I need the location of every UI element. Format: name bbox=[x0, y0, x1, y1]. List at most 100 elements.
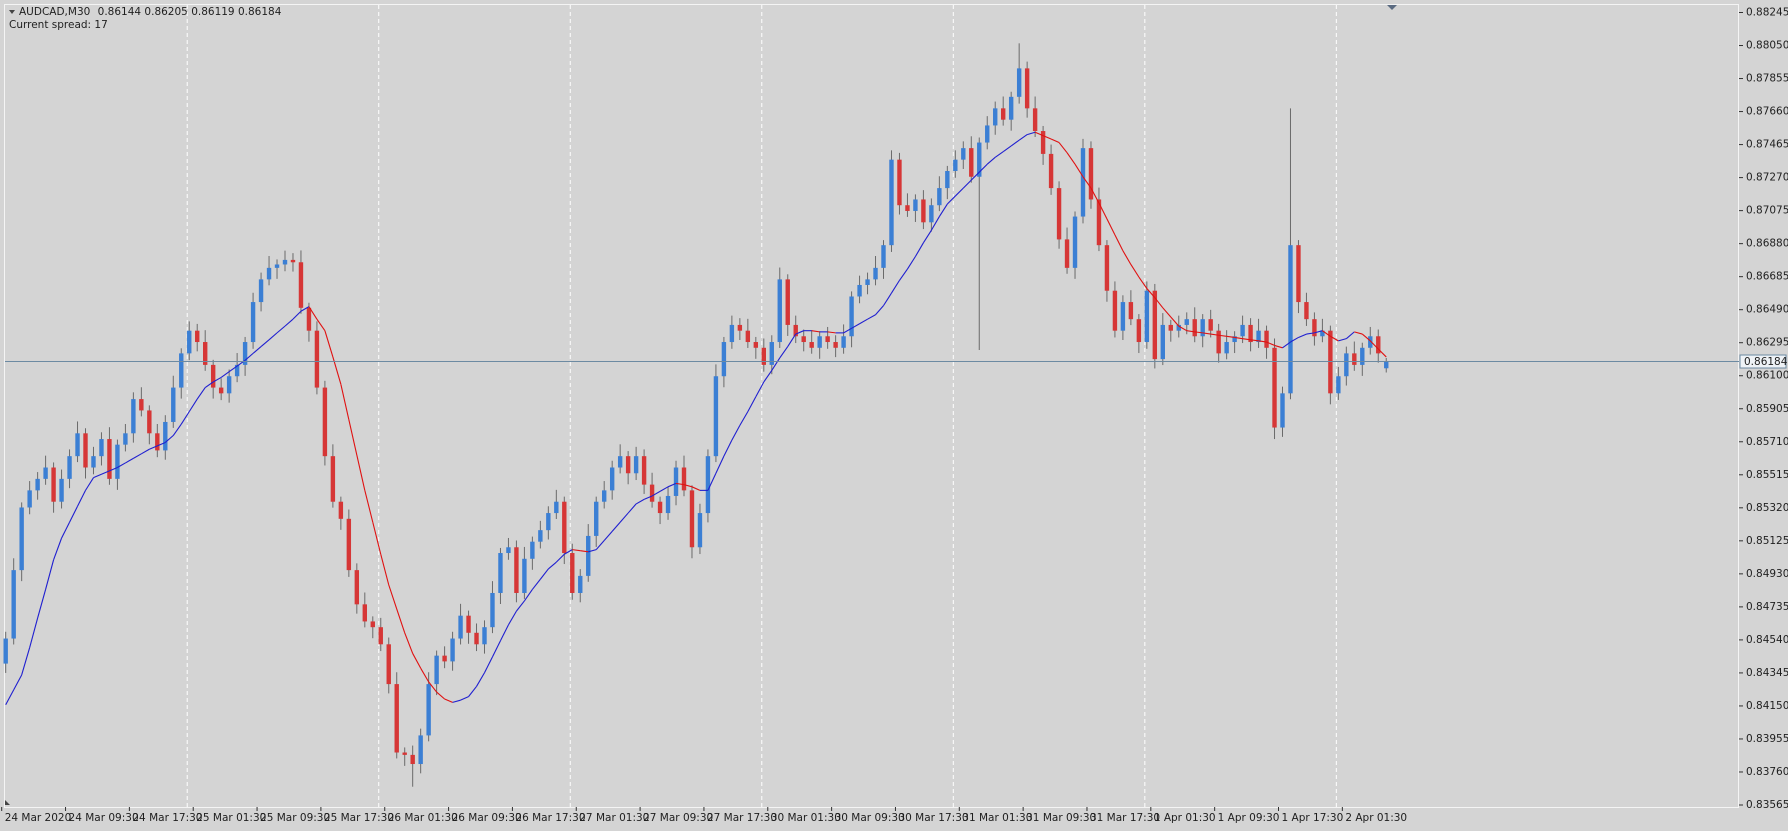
candle-body bbox=[179, 353, 184, 388]
candle-body bbox=[83, 433, 88, 468]
candle-body bbox=[370, 621, 375, 628]
ma-segment bbox=[292, 310, 302, 320]
ma-segment bbox=[1170, 316, 1180, 327]
candle-body bbox=[1128, 302, 1134, 320]
y-tick-label: 0.83955 bbox=[1746, 733, 1788, 745]
candle-body bbox=[43, 467, 48, 479]
ma-segment bbox=[1218, 334, 1227, 337]
candle-body bbox=[1008, 96, 1014, 120]
candle-body bbox=[506, 547, 511, 554]
candle-body bbox=[1384, 361, 1389, 369]
ma-segment bbox=[93, 473, 102, 479]
candle-body bbox=[242, 342, 248, 365]
candle-body bbox=[1080, 148, 1086, 217]
y-tick-label: 0.84150 bbox=[1746, 700, 1788, 712]
ma-segment bbox=[1234, 336, 1243, 340]
ma-segment bbox=[324, 330, 334, 358]
ma-segment bbox=[978, 163, 988, 173]
candle-body bbox=[1024, 68, 1030, 109]
candle-body bbox=[761, 347, 766, 365]
ma-segment bbox=[1042, 135, 1052, 140]
ma-segment bbox=[755, 381, 765, 397]
ma-segment bbox=[1098, 202, 1108, 220]
candle-body bbox=[1144, 290, 1150, 343]
candle-body bbox=[609, 467, 615, 491]
ma-segment bbox=[1298, 333, 1307, 338]
ma-segment bbox=[404, 632, 414, 654]
candle-body bbox=[697, 513, 703, 548]
scale-corner bbox=[5, 800, 10, 805]
ma-segment bbox=[388, 584, 398, 610]
candle-body bbox=[530, 541, 535, 559]
candle-body bbox=[1352, 353, 1357, 365]
ma-segment bbox=[619, 512, 629, 523]
candle-body bbox=[993, 108, 998, 126]
candle-body bbox=[27, 490, 32, 508]
ma-segment bbox=[867, 314, 876, 320]
y-tick-label: 0.84345 bbox=[1746, 667, 1788, 679]
candle-body bbox=[426, 684, 431, 736]
candle-body bbox=[578, 575, 583, 593]
candle-body bbox=[921, 199, 926, 223]
candle-body bbox=[282, 259, 288, 265]
ma-segment bbox=[468, 686, 477, 697]
candle-body bbox=[274, 264, 280, 268]
candle-body bbox=[905, 205, 910, 211]
ma-segment bbox=[13, 674, 23, 691]
ma-segment bbox=[771, 357, 781, 371]
ma-segment bbox=[659, 486, 669, 492]
y-tick-label: 0.85125 bbox=[1746, 535, 1788, 547]
candle-body bbox=[474, 632, 479, 645]
ma-segment bbox=[1034, 131, 1044, 137]
y-tick-label: 0.86490 bbox=[1746, 304, 1788, 316]
candle-body bbox=[849, 296, 854, 337]
ma-segment bbox=[938, 203, 948, 217]
candle-body bbox=[602, 490, 607, 502]
candle-body bbox=[147, 410, 152, 434]
ma-segment bbox=[811, 330, 820, 333]
candle-body bbox=[625, 456, 631, 474]
ma-segment bbox=[986, 156, 996, 165]
ma-segment bbox=[962, 179, 972, 189]
candle-body bbox=[187, 330, 192, 354]
x-tick-label: 26 Mar 01:30 bbox=[388, 812, 458, 824]
ma-segment bbox=[308, 306, 318, 320]
ma-segment bbox=[1122, 250, 1132, 265]
ma-segment bbox=[1018, 134, 1028, 141]
ma-segment bbox=[260, 339, 270, 348]
candle-body bbox=[522, 558, 527, 593]
ma-segment bbox=[643, 495, 653, 500]
candle-body bbox=[322, 387, 328, 457]
candle-body bbox=[641, 456, 647, 485]
candle-body bbox=[705, 456, 711, 514]
x-tick-label: 26 Mar 09:30 bbox=[452, 812, 522, 824]
ma-segment bbox=[284, 318, 294, 327]
ma-segment bbox=[1377, 348, 1387, 358]
ma-segment bbox=[276, 325, 286, 334]
ma-segment bbox=[763, 370, 773, 383]
ma-segment bbox=[1354, 331, 1363, 335]
candle-body bbox=[386, 644, 391, 685]
candle-body bbox=[689, 490, 695, 548]
ma-segment bbox=[1306, 332, 1315, 335]
ma-segment bbox=[109, 467, 118, 472]
candle-body bbox=[1136, 319, 1142, 343]
ma-segment bbox=[1345, 331, 1355, 340]
ma-segment bbox=[133, 453, 142, 459]
ma-segment bbox=[588, 549, 597, 553]
ma-segment bbox=[172, 423, 182, 436]
ma-segment bbox=[499, 624, 509, 641]
price-label: 0.86184 bbox=[1744, 356, 1788, 368]
ma-segment bbox=[204, 381, 214, 389]
candle-body bbox=[953, 159, 958, 171]
ma-segment bbox=[523, 589, 533, 602]
ma-segment bbox=[5, 689, 15, 706]
candle-body bbox=[617, 456, 623, 468]
ma-segment bbox=[731, 425, 741, 441]
candle-body bbox=[1112, 290, 1118, 331]
candle-body bbox=[961, 148, 966, 160]
ma-segment bbox=[228, 365, 238, 373]
ma-segment bbox=[316, 318, 326, 331]
candle-body bbox=[434, 655, 439, 685]
ma-segment bbox=[1130, 264, 1140, 278]
